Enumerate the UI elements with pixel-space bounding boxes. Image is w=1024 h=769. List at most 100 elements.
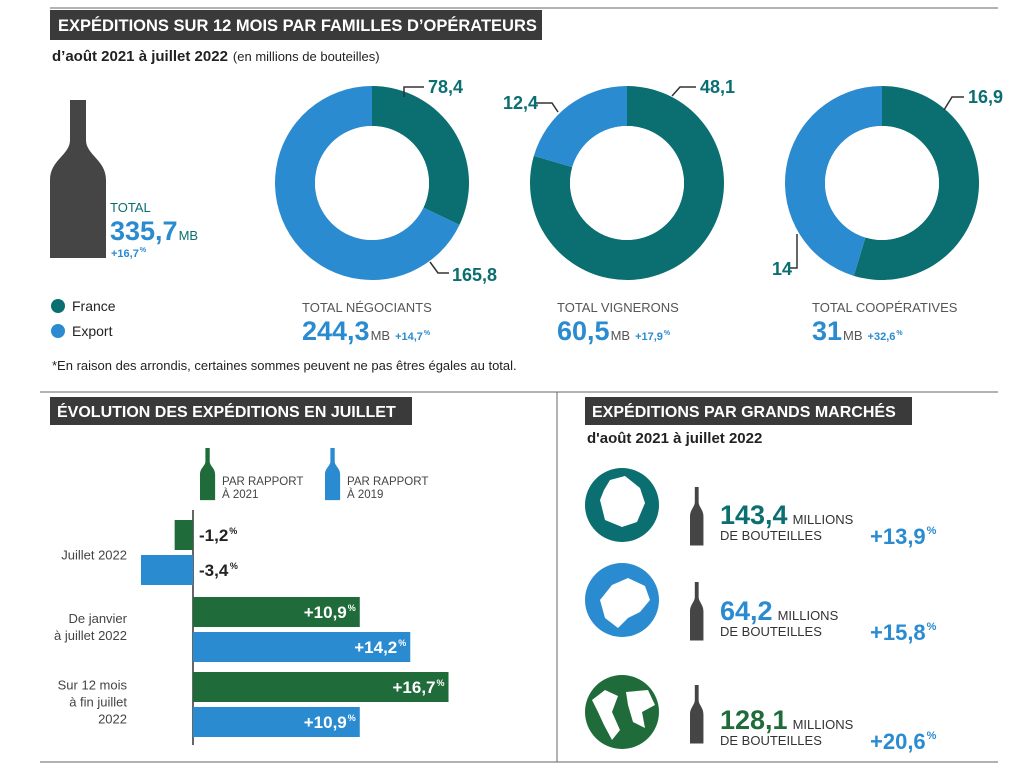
donut-segment	[274, 86, 460, 281]
leader-line	[943, 96, 964, 111]
subtitle: d’août 2021 à juillet 2022	[52, 48, 228, 65]
world-map	[592, 690, 655, 740]
legend-label: France	[72, 298, 116, 314]
percent-sign: %	[927, 525, 937, 537]
leader-line	[403, 86, 424, 97]
bar	[193, 597, 360, 627]
value-label: 16,9	[968, 87, 1003, 107]
section-title: EXPÉDITIONS PAR GRANDS MARCHÉS	[592, 402, 896, 421]
legend-bottle	[325, 448, 341, 501]
europe-map	[600, 578, 650, 628]
market-unit: DE BOUTEILLES	[720, 733, 822, 748]
leader-line	[671, 86, 696, 97]
value-label: 48,1	[700, 77, 735, 97]
market-value: 64,2	[720, 596, 773, 626]
total-label: TOTAL COOPÉRATIVES	[812, 300, 958, 315]
donut-hole	[315, 126, 429, 240]
percent-sign: %	[927, 621, 937, 633]
category-label: Sur 12 mois à fin juillet 2022	[57, 677, 127, 727]
total-unit: MB	[843, 328, 863, 343]
percent-sign: %	[229, 526, 237, 536]
percent-sign: %	[230, 561, 238, 571]
legend-label: Export	[72, 323, 113, 339]
donut-segment	[533, 86, 627, 168]
bottle-icon	[50, 100, 106, 258]
legend-label: PAR RAPPORT À 2021	[222, 476, 304, 501]
bar	[140, 555, 193, 585]
total-label: TOTAL	[110, 200, 151, 215]
section-title: EXPÉDITIONS SUR 12 MOIS PAR FAMILLES D’O…	[58, 16, 537, 35]
legend-label: PAR RAPPORT À 2019	[347, 476, 429, 501]
value-label: 12,4	[503, 93, 538, 113]
title-box	[585, 397, 912, 425]
value-label: -1,2	[199, 526, 228, 545]
market-unit: DE BOUTEILLES	[720, 528, 822, 543]
total-change: +17,9	[635, 331, 663, 343]
percent-sign: %	[424, 330, 431, 337]
value-label: 165,8	[452, 265, 497, 285]
percent-sign: %	[140, 247, 147, 254]
france-map	[600, 476, 645, 527]
donut-segment	[372, 86, 469, 225]
bottle-icon	[690, 685, 704, 744]
total-value: 335,7	[110, 216, 178, 246]
section-title: ÉVOLUTION DES EXPÉDITIONS EN JUILLET	[57, 402, 396, 421]
percent-sign: %	[896, 330, 903, 337]
donut-segment	[785, 86, 882, 276]
subtitle: d'août 2021 à juillet 2022	[587, 430, 762, 447]
category-label: Juillet 2022	[61, 547, 127, 563]
world-map	[585, 675, 659, 749]
leader-line	[536, 102, 559, 113]
value-label: 78,4	[428, 77, 463, 97]
bar	[193, 707, 360, 737]
market-unit: DE BOUTEILLES	[720, 624, 822, 639]
market-unit: MILLIONS	[793, 512, 854, 527]
market-value: 143,4	[720, 500, 788, 530]
total-unit: MB	[371, 328, 391, 343]
total-value: 31	[812, 316, 842, 346]
donut-segment	[853, 86, 979, 280]
subtitle-note: (en millions de bouteilles)	[233, 49, 380, 64]
total-change: +14,7	[395, 331, 423, 343]
donut-hole	[570, 126, 684, 240]
footnote: *En raison des arrondis, certaines somme…	[52, 358, 517, 373]
value-label: +10,9	[304, 603, 347, 622]
category-label: De janvier à juillet 2022	[54, 611, 127, 643]
value-label: -3,4	[199, 561, 229, 580]
total-label: TOTAL VIGNERONS	[557, 300, 679, 315]
bar	[193, 672, 449, 702]
bottle-icon	[690, 487, 704, 546]
market-change: +13,9	[870, 524, 926, 549]
value-label: 14	[772, 259, 792, 279]
donut-hole	[825, 126, 939, 240]
title-box	[50, 10, 542, 40]
percent-sign: %	[398, 638, 406, 648]
bottle-icon	[690, 582, 704, 641]
total-value: 244,3	[302, 316, 370, 346]
percent-sign: %	[664, 330, 671, 337]
total-change: +32,6	[868, 331, 896, 343]
total-value: 60,5	[557, 316, 610, 346]
value-label: +14,2	[354, 638, 397, 657]
leader-line	[790, 234, 798, 269]
market-unit: MILLIONS	[793, 717, 854, 732]
percent-sign: %	[437, 678, 445, 688]
total-unit: MB	[611, 328, 631, 343]
leader-line	[429, 261, 449, 274]
market-change: +15,8	[870, 620, 926, 645]
market-change: +20,6	[870, 729, 926, 754]
bar	[193, 632, 411, 662]
percent-sign: %	[927, 730, 937, 742]
total-label: TOTAL NÉGOCIANTS	[302, 300, 432, 315]
legend-swatch	[51, 299, 65, 313]
bar	[174, 520, 193, 550]
donut-segment	[530, 86, 724, 280]
value-label: +10,9	[304, 713, 347, 732]
legend-swatch	[51, 324, 65, 338]
percent-sign: %	[348, 603, 356, 613]
title-box	[50, 397, 412, 425]
value-label: +16,7	[392, 678, 435, 697]
total-change: +16,7	[111, 248, 139, 260]
